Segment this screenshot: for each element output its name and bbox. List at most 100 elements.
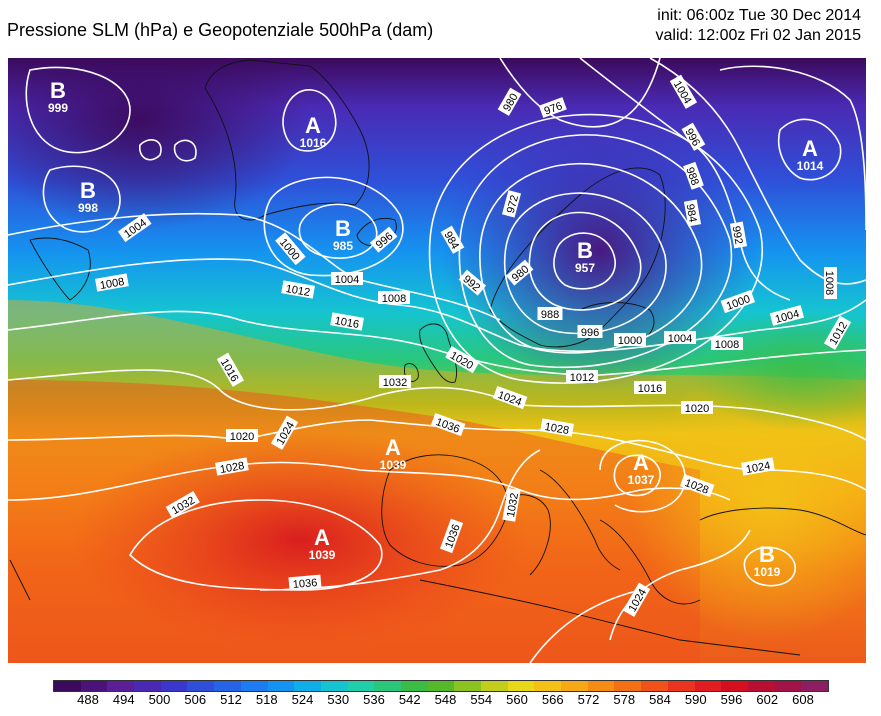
- run-info: init: 06:00z Tue 30 Dec 2014 valid: 12:0…: [656, 6, 861, 46]
- isobar-label: 1020: [226, 429, 258, 443]
- colorbar-segment: [667, 681, 695, 691]
- colorbar-tick-label: 530: [327, 692, 350, 707]
- center-value: 998: [78, 201, 98, 215]
- svg-text:1032: 1032: [383, 377, 407, 389]
- colorbar-tick-label: 572: [577, 692, 600, 707]
- colorbar-tick-label: 524: [291, 692, 314, 707]
- svg-text:984: 984: [684, 203, 699, 223]
- colorbar-tick-label: 596: [720, 692, 743, 707]
- colorbar-segment: [454, 681, 481, 691]
- colorbar-tick-label: 488: [77, 692, 99, 707]
- colorbar-tick-label: 494: [112, 692, 135, 707]
- colorbar-segment: [400, 681, 428, 691]
- colorbar-segment: [54, 681, 81, 691]
- isobar-label: 1008: [95, 273, 129, 292]
- isobar-label: 972: [502, 190, 521, 218]
- svg-text:1008: 1008: [99, 276, 125, 292]
- svg-text:1036: 1036: [292, 577, 317, 591]
- isobar-label: 1020: [681, 401, 713, 415]
- colorbar: [53, 680, 829, 692]
- isobar-label: 1004: [331, 272, 363, 286]
- init-time: init: 06:00z Tue 30 Dec 2014: [657, 7, 861, 24]
- center-value: 985: [333, 239, 353, 253]
- colorbar-segment: [80, 681, 108, 691]
- svg-text:1004: 1004: [335, 274, 359, 286]
- coastlines: [9, 59, 866, 656]
- svg-text:1020: 1020: [230, 431, 254, 443]
- colorbar-tick-label: 548: [434, 692, 457, 707]
- colorbar-tick-label: 536: [363, 692, 385, 707]
- colorbar-tick-label: 518: [255, 692, 278, 707]
- colorbar-segment: [481, 681, 508, 691]
- svg-text:992: 992: [730, 225, 745, 245]
- colorbar-segment: [801, 681, 828, 691]
- colorbar-tick-label: 578: [613, 692, 636, 707]
- center-letter: A: [314, 525, 330, 550]
- svg-text:1012: 1012: [570, 372, 594, 384]
- colorbar-segment: [240, 681, 268, 691]
- colorbar-segment: [534, 681, 562, 691]
- colorbar-tick-label: 542: [398, 692, 421, 707]
- colorbar-tick-label: 566: [541, 692, 564, 707]
- center-value: 1039: [309, 548, 336, 562]
- center-letter: A: [305, 113, 321, 138]
- svg-text:1028: 1028: [219, 460, 245, 476]
- svg-text:1008: 1008: [715, 339, 739, 351]
- center-letter: B: [80, 178, 96, 203]
- svg-text:996: 996: [581, 327, 599, 339]
- center-value: 1016: [300, 136, 327, 150]
- colorbar-segment: [507, 681, 535, 691]
- colorbar-tick-label: 584: [649, 692, 671, 707]
- svg-text:1020: 1020: [685, 403, 709, 415]
- center-letter: B: [759, 542, 775, 567]
- atlantic-warm-core: [70, 430, 530, 650]
- colorbar-segment: [694, 681, 722, 691]
- isobar-label: 1004: [664, 331, 696, 345]
- isobar-label: 1012: [566, 370, 598, 384]
- isobar-label: 1008: [711, 337, 743, 351]
- colorbar-tick-label: 602: [756, 692, 779, 707]
- isobar-label: 1024: [741, 457, 775, 476]
- center-letter: A: [802, 136, 818, 161]
- colorbar-segment: [747, 681, 775, 691]
- svg-text:1008: 1008: [382, 293, 406, 305]
- isobar-label: 1008: [823, 267, 837, 299]
- svg-text:976: 976: [543, 100, 564, 118]
- colorbar-segment: [614, 681, 642, 691]
- colorbar-segment: [641, 681, 668, 691]
- isobar-label: 1032: [379, 375, 411, 389]
- weather-map[interactable]: 980 976 1004 996 988 984 992 972 984 992 980 988 996…: [8, 58, 866, 663]
- svg-text:1000: 1000: [618, 335, 642, 347]
- isobar-label: 1028: [215, 457, 249, 476]
- center-value: 957: [575, 261, 595, 275]
- svg-text:1024: 1024: [745, 460, 771, 476]
- isobar-label: 1000: [614, 333, 646, 347]
- isobar-label: 1008: [378, 291, 410, 305]
- colorbar-tick-label: 512: [220, 692, 242, 707]
- colorbar-segment: [427, 681, 455, 691]
- colorbar-segment: [160, 681, 188, 691]
- center-letter: B: [577, 238, 593, 263]
- colorbar-segment: [561, 681, 588, 691]
- colorbar-segment: [347, 681, 375, 691]
- colorbar-segment: [320, 681, 348, 691]
- colorbar-tick-label: 554: [470, 692, 493, 707]
- center-letter: A: [633, 450, 649, 475]
- valid-time: valid: 12:00z Fri 02 Jan 2015: [655, 27, 861, 44]
- center-value: 999: [48, 101, 68, 115]
- colorbar-segment: [107, 681, 135, 691]
- center-letter: B: [50, 78, 66, 103]
- colorbar-segment: [214, 681, 241, 691]
- isobar-label: 976: [538, 97, 567, 118]
- colorbar-tick-label: 590: [684, 692, 707, 707]
- center-value: 1019: [754, 565, 781, 579]
